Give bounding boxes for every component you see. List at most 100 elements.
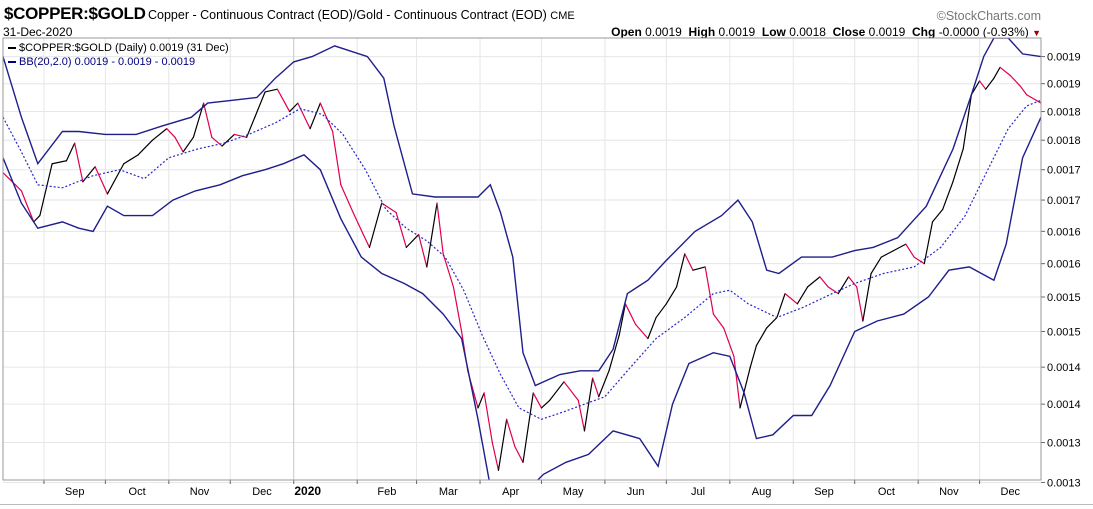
series-bb-lower [3,116,1041,480]
price-segment [655,303,667,319]
price-segment [913,256,925,265]
price-segment [221,133,235,147]
x-tick-label: Apr [502,486,519,498]
price-segment [33,214,41,223]
price-segment [332,130,342,186]
price-segment [340,184,354,214]
price-segment [211,136,223,147]
price-segment [106,163,125,195]
price-segment [436,202,444,255]
x-tick-label: Feb [377,486,396,498]
price-segment [151,128,168,141]
x-tick-label: Jun [627,486,645,498]
price-segment [137,139,154,156]
x-tick-label: 2020 [294,484,321,498]
price-segment [289,102,299,113]
legend-price-text: $COPPER:$GOLD (Daily) 0.0019 (31 Dec) [19,42,229,54]
y-tick-label: 0.0017 [1047,165,1081,177]
bottom-divider [0,504,1093,505]
x-tick-label: Mar [439,486,458,498]
price-segment [276,88,291,113]
high-value: 0.0019 [718,25,756,39]
y-tick-label: 0.0013 [1047,477,1081,489]
price-segment [203,102,213,138]
open-label: Open [611,25,642,39]
price-segment [665,286,678,305]
price-segment [352,211,364,236]
price-segment [477,392,485,409]
price-segment [20,190,35,223]
x-tick-label: Oct [878,486,895,498]
price-segment [491,441,500,471]
price-segment [418,233,428,268]
price-segment [123,154,139,165]
price-segment [952,148,964,183]
price-segment [182,136,195,153]
price-segment [755,327,768,347]
price-segment [549,381,565,402]
price-segment [254,91,266,118]
price-segment [856,286,864,322]
y-tick-label: 0.0016 [1047,259,1081,271]
price-segment [837,276,850,295]
price-segment [592,377,600,398]
price-segment [635,323,649,340]
price-segment [309,102,321,130]
close-label: Close [832,25,866,39]
low-value: 0.0018 [789,25,826,39]
legend-bb-text: BB(20,2.0) 0.0019 - 0.0019 - 0.0019 [19,56,196,68]
price-segment [362,233,371,248]
price-segment [723,327,735,357]
price-segment [766,316,778,329]
price-segment [608,334,620,372]
price-segment [862,272,872,322]
price-segment [692,266,706,271]
description-text: Copper - Continuous Contract (EOD)/Gold … [148,8,547,22]
price-segment [319,102,334,133]
x-tick-label: Sep [65,486,85,498]
price-segment [166,128,176,138]
price-segment [784,293,798,305]
price-segment [624,303,637,326]
legend-bb: BB(20,2.0) 0.0019 - 0.0019 - 0.0019 [8,56,195,68]
price-segment [405,233,420,248]
x-tick-label: Nov [939,486,959,498]
brand-watermark: ©StockCharts.com [936,9,1041,23]
price-segment [233,133,248,138]
price-segment [931,208,944,223]
open-value: 0.0019 [645,25,682,39]
price-segment [827,286,839,295]
y-tick-label: 0.0015 [1047,326,1081,338]
low-label: Low [761,25,786,39]
price-segment [905,243,915,258]
y-tick-label: 0.0015 [1047,292,1081,304]
price-segment [923,221,934,265]
x-tick-label: May [563,486,584,498]
price-segment [733,355,741,409]
legend-price: $COPPER:$GOLD (Daily) 0.0019 (31 Dec) [8,42,229,54]
price-segment [985,77,995,90]
series-bb-upper [3,38,1041,387]
price-segment [819,276,829,288]
price-segment [426,202,438,268]
price-segment [264,88,278,93]
price-segment [1009,74,1022,88]
price-segment [94,166,109,195]
price-segment [540,399,551,409]
chart-description: Copper - Continuous Contract (EOD)/Gold … [148,8,575,22]
price-segment [999,66,1011,77]
y-tick-label: 0.0018 [1047,107,1081,119]
price-segment [246,116,256,138]
y-tick-label: 0.0014 [1047,399,1081,411]
price-segment [583,377,594,432]
price-segment [892,243,907,252]
price-segment [1026,94,1041,104]
x-tick-label: Dec [1001,486,1021,498]
price-segment [675,253,686,288]
exchange-label: CME [550,10,575,22]
price-segment [395,211,407,248]
price-segment [993,66,1001,79]
close-value: 0.0019 [868,25,906,39]
y-tick-label: 0.0013 [1047,438,1081,450]
